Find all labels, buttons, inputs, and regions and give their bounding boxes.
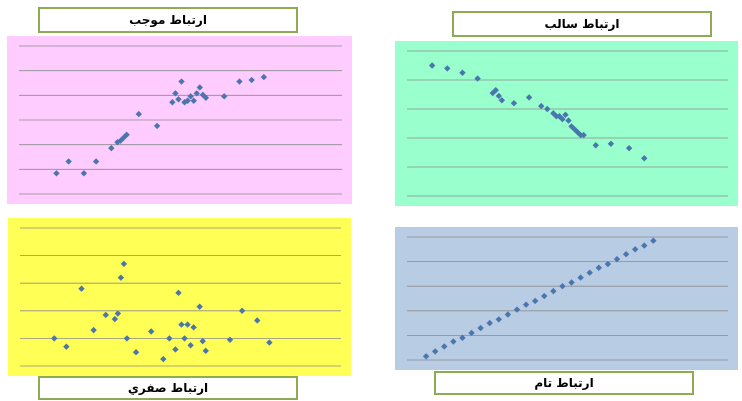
data-point [486, 319, 493, 327]
data-point [202, 347, 209, 355]
data-point [525, 94, 533, 101]
data-point [254, 317, 261, 324]
data-point [187, 342, 194, 349]
data-point [202, 94, 210, 101]
data-point [117, 274, 125, 281]
data-point [248, 76, 255, 84]
data-point [80, 170, 88, 177]
data-point [123, 335, 131, 342]
data-point [132, 349, 140, 356]
zero-correlation-chart [8, 218, 351, 376]
plot-background [395, 41, 738, 206]
positive-correlation-title: ارتباط موجب [38, 7, 298, 33]
data-point [78, 285, 85, 292]
data-point [114, 310, 122, 317]
data-point [428, 62, 436, 69]
data-point [193, 90, 200, 97]
perfect-correlation-title: ارتباط تام [434, 371, 694, 395]
perfect-correlation-plot [395, 227, 738, 370]
data-point [166, 335, 173, 342]
data-point [577, 274, 584, 281]
data-point [541, 292, 548, 300]
data-point [559, 283, 566, 290]
data-point [613, 255, 621, 263]
data-point [63, 343, 70, 350]
data-point [221, 93, 228, 100]
data-point [148, 328, 155, 335]
data-point [92, 158, 100, 165]
data-point [592, 142, 599, 149]
data-point [184, 97, 191, 104]
data-point [450, 338, 457, 345]
data-point [238, 307, 246, 314]
data-point [117, 137, 124, 144]
data-point [226, 336, 234, 343]
data-point [498, 97, 506, 104]
positive-correlation-plot [7, 36, 352, 204]
data-point [190, 97, 197, 104]
data-point [641, 155, 648, 162]
data-point [120, 134, 127, 141]
data-point [260, 73, 268, 81]
data-point [184, 321, 191, 328]
data-point [178, 78, 185, 85]
data-point [123, 131, 130, 138]
data-point [504, 311, 512, 318]
data-point [175, 96, 182, 103]
data-point [181, 335, 188, 342]
data-point [153, 122, 161, 130]
data-point [175, 289, 182, 297]
data-point [196, 84, 203, 91]
data-point [169, 99, 176, 106]
data-point [172, 90, 179, 97]
data-point [111, 315, 119, 323]
data-point [422, 353, 430, 360]
data-point [492, 86, 499, 94]
data-point [102, 311, 109, 319]
data-point [199, 337, 206, 345]
data-point [135, 110, 142, 118]
data-point [431, 348, 439, 355]
positive-correlation-chart [7, 36, 352, 204]
data-point [266, 339, 273, 346]
data-point [495, 316, 503, 323]
data-point [459, 334, 466, 342]
data-point [190, 324, 197, 331]
plot-background [395, 227, 738, 370]
negative-correlation-title: ارتباط سالب [452, 11, 712, 37]
data-point [65, 158, 72, 165]
data-point [441, 343, 448, 350]
perfect-correlation-chart [395, 227, 738, 370]
data-point [495, 92, 503, 100]
data-point [474, 75, 481, 82]
data-point [114, 139, 121, 146]
data-point [51, 335, 58, 342]
data-point [172, 346, 179, 353]
data-point [538, 102, 545, 110]
data-point [53, 170, 60, 177]
data-point [90, 326, 97, 334]
data-point [468, 329, 475, 337]
data-point [489, 89, 496, 97]
data-point [565, 117, 572, 124]
data-point [108, 144, 115, 152]
data-point [444, 65, 451, 72]
zero-correlation-plot [8, 218, 351, 376]
negative-correlation-chart [395, 41, 738, 206]
negative-correlation-plot [395, 41, 738, 206]
plot-background [8, 218, 351, 376]
data-point [641, 242, 648, 249]
data-point [459, 69, 466, 76]
data-point [120, 260, 128, 268]
data-point [559, 115, 566, 123]
data-point [477, 324, 484, 332]
zero-correlation-title: ارتباط صفري [38, 376, 298, 400]
data-point [513, 306, 521, 313]
data-point [178, 321, 185, 328]
data-point [160, 355, 167, 363]
data-point [236, 78, 243, 85]
data-point [187, 93, 194, 100]
data-point [196, 303, 203, 310]
data-point [571, 126, 578, 133]
